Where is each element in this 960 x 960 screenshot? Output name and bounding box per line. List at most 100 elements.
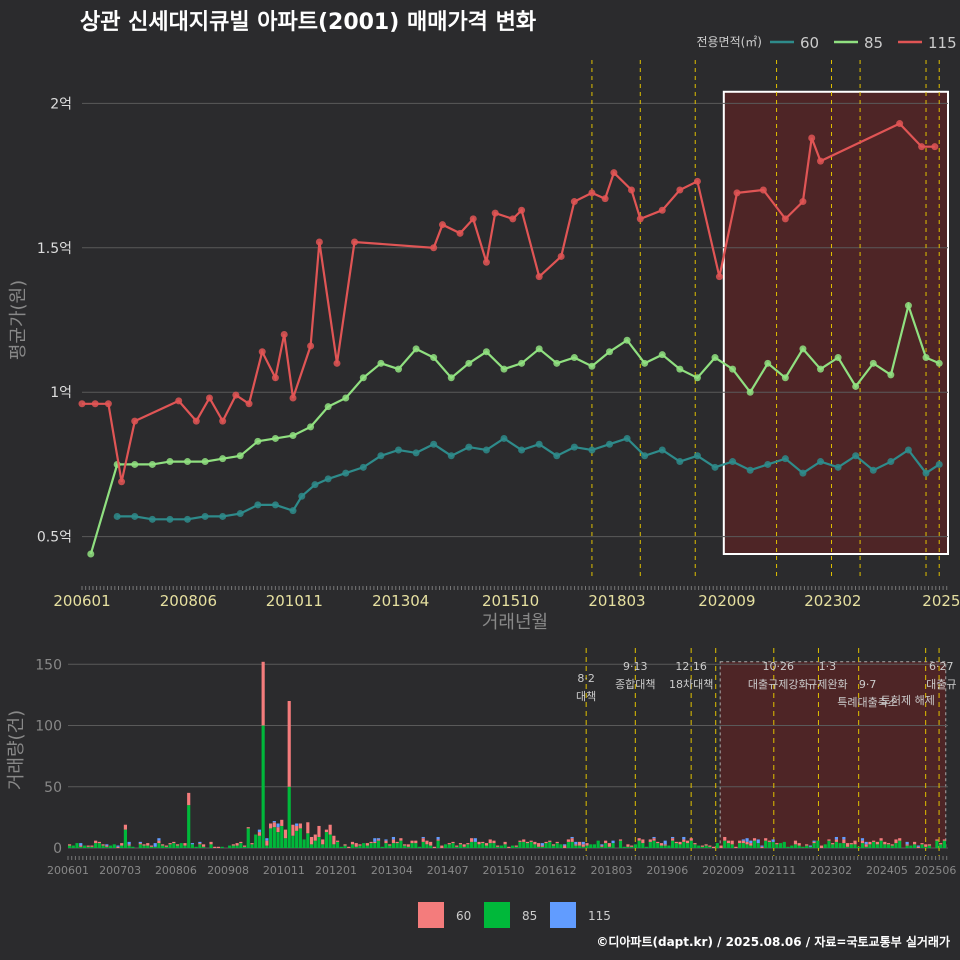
bar-segment-60	[525, 841, 530, 844]
data-point-60	[606, 440, 614, 448]
bar-segment-60	[879, 838, 883, 841]
bar-segment-60	[213, 846, 217, 848]
data-point-60	[254, 501, 262, 509]
data-point-85	[148, 460, 156, 468]
bar-segment-85	[827, 840, 831, 848]
data-point-60	[693, 452, 701, 460]
bar-segment-85	[533, 844, 537, 848]
bar-segment-60	[674, 841, 678, 844]
bar-segment-60	[470, 838, 474, 842]
bar-segment-85	[682, 841, 686, 848]
data-point-60	[904, 446, 912, 454]
bar-segment-85	[250, 844, 254, 848]
bar-segment-60	[570, 838, 574, 842]
data-point-85	[553, 359, 561, 367]
bar-segment-115	[257, 829, 262, 833]
bar-segment-85	[924, 846, 928, 848]
bar-segment-115	[295, 823, 299, 826]
data-point-115	[491, 209, 499, 217]
bar-segment-60	[927, 844, 932, 846]
bar-segment-60	[373, 841, 377, 844]
y-tick-label: 1.5억	[37, 241, 72, 257]
annotation-label: 종합대책	[615, 678, 655, 691]
bar-segment-115	[741, 839, 745, 841]
bar-segment-60	[496, 845, 500, 847]
bar-segment-60	[429, 841, 433, 846]
bar-segment-60	[414, 840, 418, 844]
bar-segment-60	[246, 827, 250, 829]
data-point-115	[456, 229, 464, 237]
bar-segment-85	[849, 844, 853, 848]
bar-segment-60	[97, 841, 101, 844]
data-point-85	[641, 359, 649, 367]
data-point-85	[395, 365, 403, 373]
bar-segment-85	[365, 845, 369, 848]
bar-segment-60	[116, 846, 120, 848]
bar-segment-85	[94, 843, 98, 848]
bar-segment-85	[321, 844, 325, 848]
bar-segment-85	[399, 840, 403, 848]
x-tick-label: 200806	[160, 592, 217, 610]
data-point-115	[588, 189, 596, 197]
data-point-85	[201, 458, 209, 466]
data-point-115	[518, 206, 526, 214]
data-point-60	[447, 452, 455, 460]
x-tick-label: 202302	[804, 592, 861, 610]
bar-segment-60	[447, 843, 451, 845]
bar-segment-60	[484, 843, 489, 846]
bar-segment-85	[778, 843, 783, 848]
data-point-115	[351, 238, 359, 246]
bar-segment-85	[790, 845, 794, 848]
bar-segment-60	[127, 844, 131, 846]
bar-segment-60	[555, 841, 559, 844]
data-point-85	[746, 388, 754, 396]
bar-segment-115	[600, 844, 604, 846]
data-point-115	[469, 215, 477, 223]
bar-segment-60	[146, 843, 150, 846]
data-point-115	[333, 359, 341, 367]
bar-segment-85	[105, 846, 109, 848]
data-point-85	[799, 345, 807, 353]
bar-segment-60	[700, 845, 704, 847]
bar-segment-85	[470, 841, 474, 848]
data-point-115	[759, 186, 767, 194]
data-point-60	[570, 443, 578, 451]
bar-segment-85	[71, 845, 75, 848]
data-point-60	[113, 512, 121, 520]
bar-segment-85	[425, 844, 429, 848]
bar-segment-85	[120, 845, 124, 848]
bar-segment-85	[834, 841, 838, 848]
bar-segment-85	[190, 844, 195, 848]
bar-segment-60	[734, 846, 738, 848]
bar-segment-85	[332, 844, 336, 848]
bar-segment-60	[883, 841, 887, 845]
data-point-60	[935, 460, 943, 468]
bar-segment-115	[864, 841, 868, 845]
bar-segment-85	[752, 840, 757, 848]
bar-segment-85	[373, 843, 377, 848]
bar-segment-85	[570, 841, 574, 848]
bar-segment-85	[771, 841, 775, 848]
data-point-115	[78, 400, 86, 408]
bar-segment-60	[678, 841, 682, 845]
bar-segment-85	[857, 846, 861, 848]
bar-segment-85	[704, 845, 708, 848]
bar-segment-85	[276, 832, 280, 848]
bar-segment-60	[671, 838, 675, 841]
bar-segment-85	[853, 844, 857, 848]
bar-segment-115	[611, 840, 615, 844]
bar-segment-85	[846, 846, 850, 848]
bar-segment-60	[324, 829, 329, 833]
bar-segment-60	[626, 844, 630, 847]
bar-segment-60	[685, 840, 690, 844]
data-point-60	[324, 475, 332, 483]
bar-segment-115	[265, 838, 269, 841]
bar-segment-85	[607, 846, 611, 848]
bar-segment-85	[477, 844, 481, 848]
data-point-60	[500, 434, 508, 442]
bar-segment-60	[350, 841, 355, 845]
bar-segment-85	[239, 843, 243, 848]
bar-segment-115	[682, 836, 686, 840]
data-point-85	[935, 359, 943, 367]
x-tick-label: 201510	[482, 592, 539, 610]
